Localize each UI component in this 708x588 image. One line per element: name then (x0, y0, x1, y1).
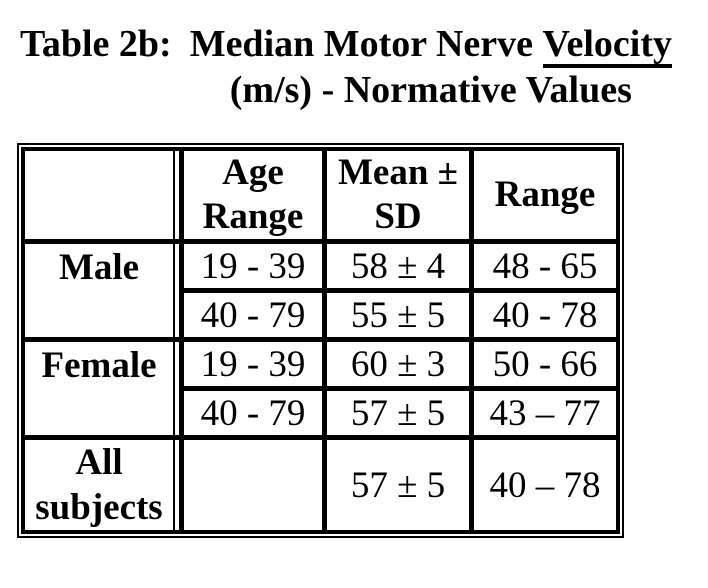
title-line1-text: Median Motor Nerve (189, 23, 543, 65)
cell-male-1-mean-sd: 58 ± 4 (322, 244, 469, 293)
cell-female-1-mean-sd: 60 ± 3 (322, 342, 469, 391)
title-line2-text: (m/s) - Normative Values (229, 69, 632, 111)
cell-male-2-range: 40 - 78 (469, 293, 616, 342)
row-label-female: Female (25, 342, 175, 440)
cell-all-subjects-range: 40 – 78 (469, 440, 616, 530)
cell-all-subjects-mean-sd: 57 ± 5 (322, 440, 469, 530)
header-cell-range: Range (469, 151, 616, 244)
header-cell-empty (25, 151, 175, 244)
cell-male-1-range: 48 - 65 (469, 244, 616, 293)
table-title-main: Median Motor Nerve Velocity (m/s) - Norm… (190, 22, 672, 112)
header-row: Age Range Mean ± SD Range (25, 151, 616, 244)
female-row-1: Female 19 - 39 60 ± 3 50 - 66 (25, 342, 616, 440)
normative-values-table-inner-border: Age Range Mean ± SD Range Male 19 - 39 5… (21, 147, 620, 534)
row-label-male: Male (25, 244, 175, 342)
cell-male-2-age: 40 - 79 (179, 293, 322, 342)
cell-male-2-mean-sd: 55 ± 5 (322, 293, 469, 342)
female-row-2: 40 - 79 57 ± 5 43 – 77 (25, 391, 616, 440)
cell-female-1-age: 19 - 39 (179, 342, 322, 391)
cell-all-subjects-age (179, 440, 322, 530)
all-subjects-row: All subjects 57 ± 5 40 – 78 (25, 440, 616, 530)
male-row-1: Male 19 - 39 58 ± 4 48 - 65 (25, 244, 616, 342)
cell-female-2-range: 43 – 77 (469, 391, 616, 440)
cell-female-2-age: 40 - 79 (179, 391, 322, 440)
cell-female-1-range: 50 - 66 (469, 342, 616, 391)
row-label-all-subjects: All subjects (25, 440, 175, 530)
column-gap-spacer (175, 244, 179, 342)
table-title-label: Table 2b: (20, 23, 172, 65)
cell-male-1-age: 19 - 39 (179, 244, 322, 293)
normative-values-table: Age Range Mean ± SD Range Male 19 - 39 5… (25, 151, 616, 530)
header-cell-age-range: Age Range (179, 151, 322, 244)
column-gap-spacer (175, 342, 179, 440)
male-row-2: 40 - 79 55 ± 5 40 - 78 (25, 293, 616, 342)
cell-female-2-mean-sd: 57 ± 5 (322, 391, 469, 440)
title-underlined-word: Velocity (542, 24, 672, 68)
header-cell-mean-sd: Mean ± SD (322, 151, 469, 244)
column-gap-spacer (175, 151, 179, 244)
table-title: Table 2b: Median Motor Nerve Velocity (m… (20, 22, 708, 112)
normative-values-table-outer-border: Age Range Mean ± SD Range Male 19 - 39 5… (17, 143, 624, 538)
